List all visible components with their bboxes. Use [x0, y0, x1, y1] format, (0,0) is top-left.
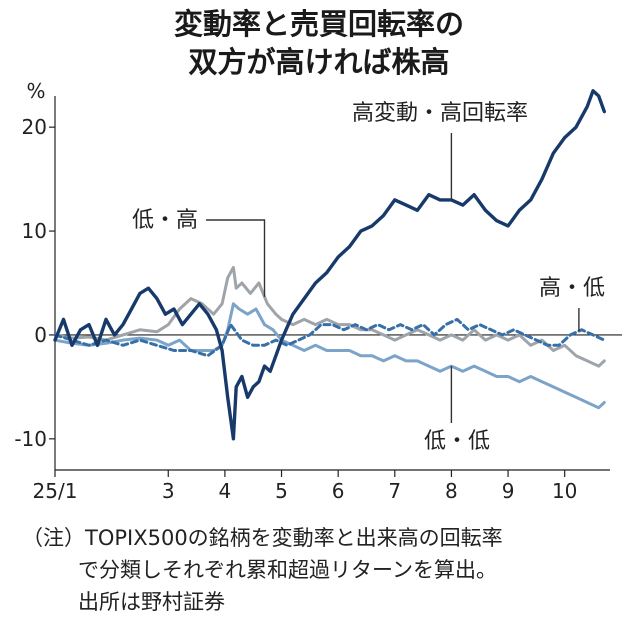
series-annotation-high_low: 高・低	[539, 276, 605, 301]
footnote-line3: 出所は野村証券	[78, 590, 225, 614]
annotation-leader	[206, 219, 266, 297]
series-line-low_high	[53, 265, 606, 368]
y-tick-label: -10	[14, 427, 47, 451]
series-line-low_low	[53, 302, 606, 410]
series-line-high_high	[53, 89, 606, 441]
x-tick-label: 10	[552, 479, 577, 503]
series-annotation-low_high: 低・高	[132, 208, 198, 233]
y-tick-label: 20	[22, 115, 47, 139]
series-line-high_low	[53, 317, 606, 358]
footnote: （注）TOPIX500の銘柄を変動率と出来高の回転率 で分類しそれぞれ累和超過リ…	[22, 522, 503, 618]
x-tick-label: 4	[219, 479, 232, 503]
y-tick-label: 10	[22, 219, 47, 243]
x-tick-label: 9	[502, 479, 515, 503]
x-tick-label: 6	[332, 479, 345, 503]
footnote-line1: TOPIX500の銘柄を変動率と出来高の回転率	[85, 526, 503, 550]
x-tick-label: 3	[162, 479, 175, 503]
x-tick-label: 7	[388, 479, 401, 503]
footnote-label: （注）	[22, 526, 85, 550]
line-chart: % 20 10 0 -10 25/1 3 4 5 6 7 8 9 10 高変動・高回転率低・高高・低低…	[14, 79, 622, 503]
x-tick-label: 5	[275, 479, 288, 503]
chart-title-line1: 変動率と売買回転率の	[173, 7, 464, 41]
x-tick-label: 25/1	[33, 479, 78, 503]
chart-title-line2: 双方が高ければ株高	[188, 45, 450, 79]
y-axis-unit: %	[26, 79, 45, 103]
y-tick-label: 0	[34, 323, 47, 347]
series-annotation-low_low: 低・低	[424, 429, 490, 454]
x-tick-label: 8	[445, 479, 458, 503]
series-annotation-high_high: 高変動・高回転率	[352, 101, 528, 126]
footnote-line2: で分類しそれぞれ累和超過リターンを算出。	[78, 558, 497, 582]
